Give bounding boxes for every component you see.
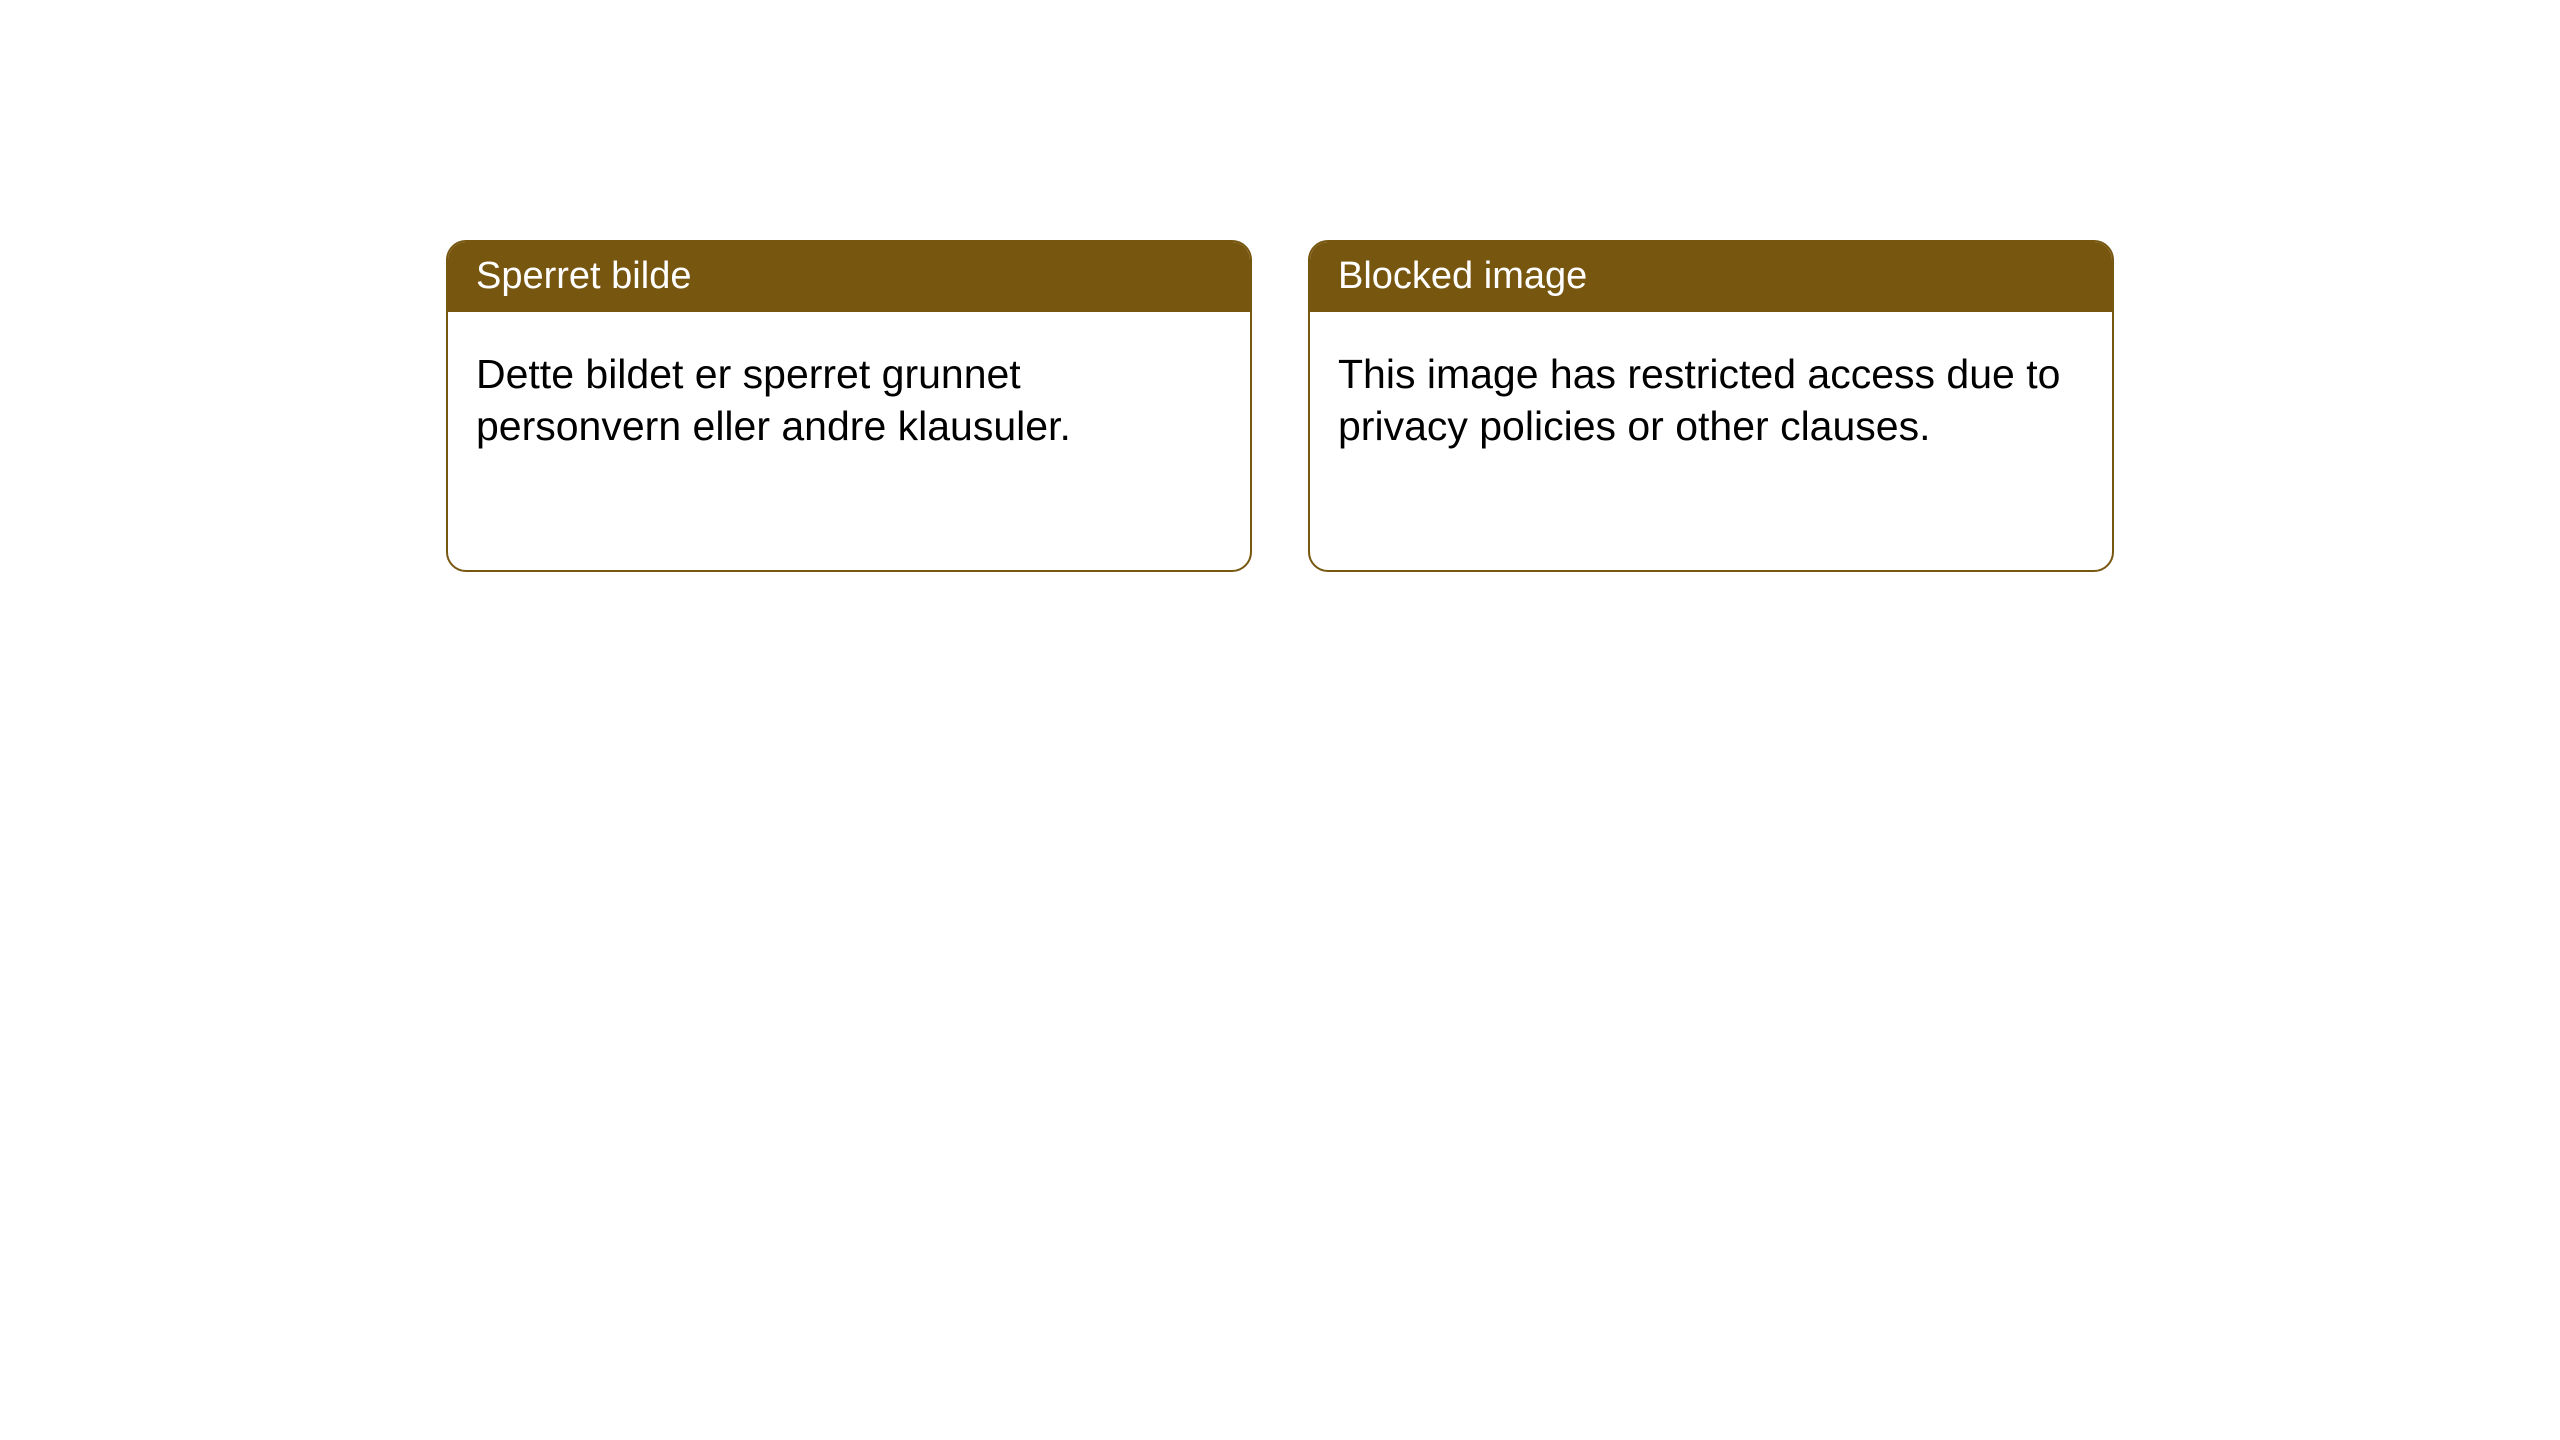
card-body-text-no: Dette bildet er sperret grunnet personve…: [476, 351, 1071, 449]
card-container: Sperret bilde Dette bildet er sperret gr…: [0, 0, 2560, 572]
card-body-no: Dette bildet er sperret grunnet personve…: [448, 312, 1250, 473]
blocked-image-card-en: Blocked image This image has restricted …: [1308, 240, 2114, 572]
card-title-no: Sperret bilde: [476, 255, 691, 297]
card-header-en: Blocked image: [1310, 242, 2112, 312]
blocked-image-card-no: Sperret bilde Dette bildet er sperret gr…: [446, 240, 1252, 572]
card-header-no: Sperret bilde: [448, 242, 1250, 312]
card-body-en: This image has restricted access due to …: [1310, 312, 2112, 473]
card-title-en: Blocked image: [1338, 255, 1587, 297]
card-body-text-en: This image has restricted access due to …: [1338, 351, 2060, 449]
